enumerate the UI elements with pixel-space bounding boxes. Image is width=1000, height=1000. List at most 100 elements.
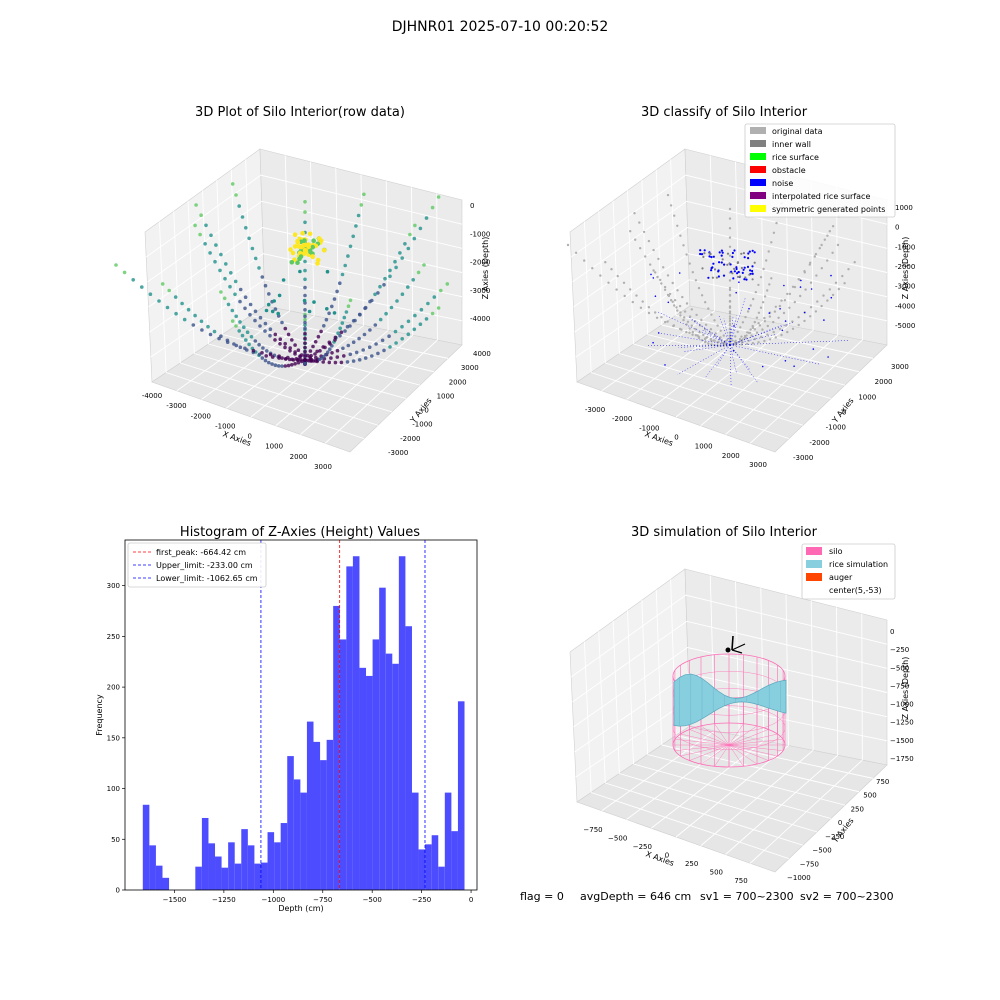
data-point (752, 297, 755, 301)
data-point (716, 324, 719, 327)
y-tick-label: −750 (800, 860, 819, 868)
data-point (237, 329, 241, 333)
data-point (759, 306, 763, 309)
data-point (288, 349, 292, 353)
data-point (384, 311, 388, 316)
data-point (424, 317, 429, 321)
histogram-bar (352, 556, 360, 890)
data-point (298, 254, 304, 259)
data-point (763, 295, 767, 298)
data-point (257, 266, 261, 270)
data-point (788, 292, 792, 296)
noise-ray (729, 333, 777, 346)
data-point (728, 217, 732, 220)
histogram-bar (254, 863, 261, 890)
legend-swatch (750, 166, 766, 173)
data-point (743, 266, 746, 269)
histogram-bar (398, 556, 406, 890)
z-tick-label: 0 (895, 224, 899, 232)
data-point (222, 296, 227, 301)
data-point (736, 272, 739, 275)
data-point (359, 203, 364, 207)
histogram-bar (418, 849, 426, 890)
histogram-bar (359, 667, 367, 890)
data-point (263, 283, 268, 288)
data-point (728, 227, 732, 230)
data-point (432, 295, 437, 299)
data-point (707, 342, 710, 345)
data-point (319, 329, 323, 334)
data-point (393, 329, 398, 334)
data-point (708, 252, 711, 255)
data-point (755, 331, 759, 334)
data-point (753, 251, 756, 254)
data-point (234, 314, 238, 319)
x-tick-label: 1000 (695, 443, 713, 451)
data-point (633, 212, 636, 215)
data-point (245, 330, 250, 335)
data-point (700, 294, 704, 297)
data-point (416, 270, 421, 275)
data-point (733, 249, 736, 252)
data-point (673, 214, 676, 217)
data-point (758, 324, 762, 327)
y-tick-label: 0 (842, 409, 846, 417)
data-point (346, 343, 351, 348)
data-point (293, 343, 297, 347)
x-tick-label: 0 (247, 433, 251, 441)
data-point (774, 336, 777, 339)
legend-swatch (750, 179, 766, 186)
data-point (652, 269, 655, 272)
data-point (622, 281, 626, 284)
data-point (728, 207, 732, 211)
data-point (735, 267, 738, 271)
data-point (749, 304, 752, 307)
data-point (351, 234, 356, 239)
data-point (720, 341, 724, 344)
data-point (380, 338, 385, 343)
data-point (436, 195, 441, 199)
data-point (213, 259, 217, 264)
silo-floor-line (674, 739, 730, 746)
data-point (363, 306, 367, 311)
data-point (270, 309, 275, 314)
data-point (708, 331, 712, 334)
data-point (728, 315, 732, 318)
data-point (348, 324, 352, 328)
data-point (263, 358, 268, 363)
data-point (751, 278, 754, 281)
data-point (694, 279, 698, 282)
data-point (740, 266, 744, 270)
histogram-bar (457, 701, 465, 890)
data-point (827, 356, 829, 358)
data-point (345, 360, 350, 364)
data-point (800, 279, 802, 282)
data-point (659, 278, 662, 282)
y-tick-label: 300 (107, 582, 120, 590)
data-point (663, 288, 667, 291)
panel1-title: 3D Plot of Silo Interior(row data) (195, 105, 405, 120)
data-point (445, 282, 450, 286)
data-point (293, 362, 297, 366)
grid-line (725, 754, 839, 855)
data-point (311, 344, 315, 349)
data-point (131, 278, 135, 282)
data-point (240, 333, 245, 338)
data-point (676, 224, 679, 227)
data-point (174, 311, 178, 316)
data-point (290, 357, 294, 362)
data-point (778, 304, 782, 308)
data-point (273, 363, 278, 368)
data-point (328, 342, 332, 346)
data-point (394, 341, 398, 345)
data-point (751, 265, 754, 268)
x-tick-label: 2000 (290, 453, 308, 461)
data-point (244, 338, 248, 342)
y-tick-label: 200 (107, 684, 120, 692)
data-point (607, 281, 610, 284)
data-point (316, 334, 321, 339)
data-point (214, 243, 218, 247)
data-point (357, 358, 362, 362)
data-point (786, 330, 789, 334)
data-point (634, 238, 637, 241)
